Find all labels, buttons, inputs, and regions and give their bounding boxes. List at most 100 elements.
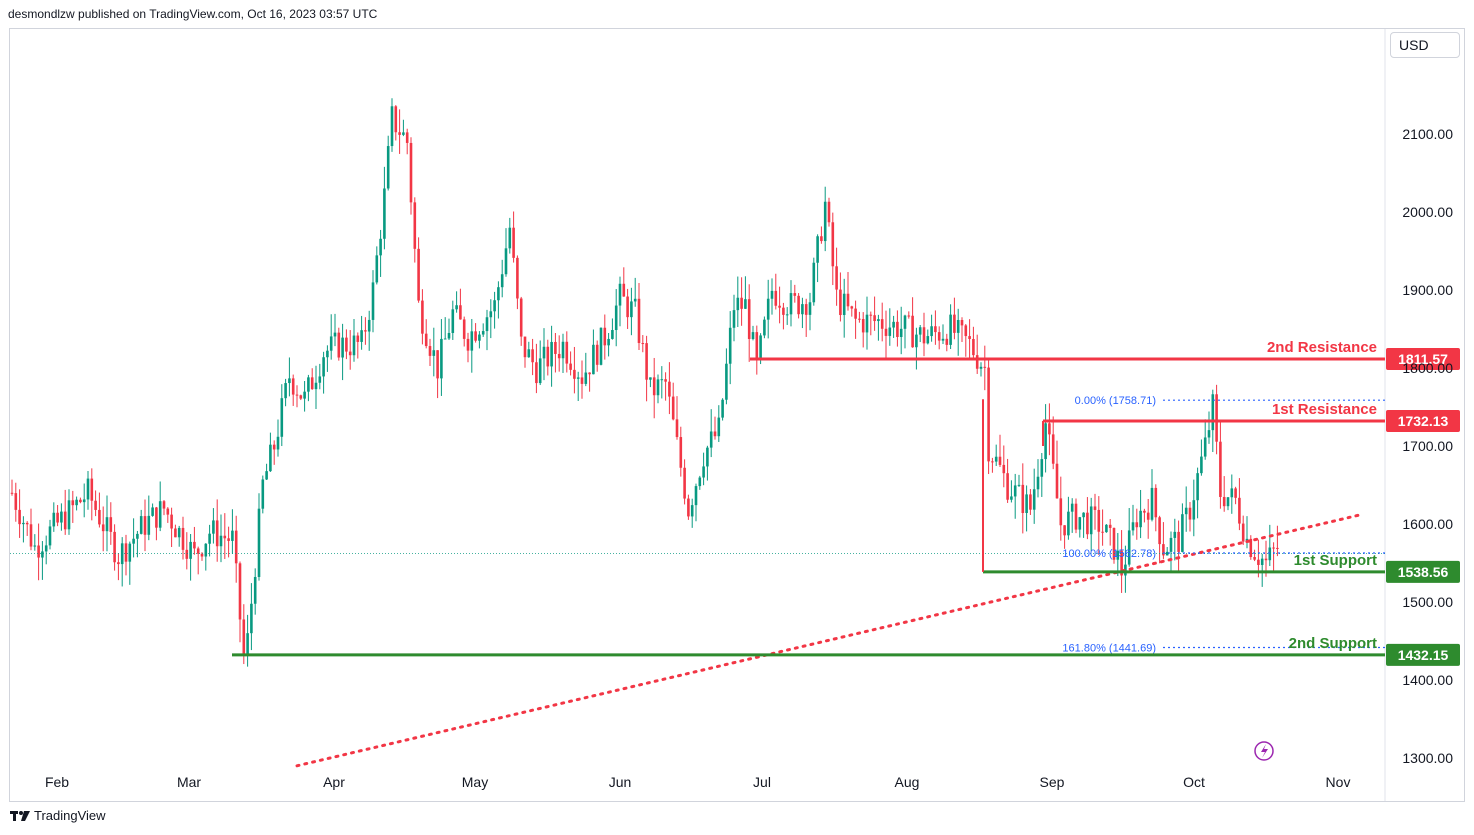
candle-body	[717, 417, 721, 437]
candle-body	[778, 305, 781, 308]
candle-body	[329, 336, 333, 351]
candle-body	[120, 543, 124, 565]
candle-body	[212, 520, 215, 534]
candle-body	[443, 338, 447, 340]
candle-body	[364, 330, 367, 332]
price-axis: 1300.00 1400.00 1500.00 1600.00 1700.00 1800.…	[1402, 126, 1453, 766]
candle-body	[272, 444, 276, 450]
candle-body	[432, 350, 436, 356]
candle-body	[557, 353, 561, 359]
candle-body	[1044, 423, 1047, 460]
first-resistance-price-value: 1732.13	[1398, 413, 1449, 429]
candle-body	[474, 331, 477, 341]
candle-body	[660, 379, 664, 381]
candle-body	[873, 315, 876, 322]
candle-body	[56, 512, 59, 523]
first-support-name: 1st Support	[1294, 552, 1377, 569]
y-tick-label: 1700.00	[1402, 438, 1453, 454]
candle-body	[641, 343, 645, 345]
candle-body	[774, 290, 778, 306]
candle-body	[60, 511, 63, 523]
candle-body	[105, 517, 109, 532]
candle-body	[280, 398, 284, 437]
candle-body	[398, 132, 401, 135]
candle-body	[1169, 537, 1173, 552]
candle-body	[409, 142, 413, 203]
candle-body	[223, 535, 227, 539]
candle-body	[143, 516, 147, 535]
candle-body	[956, 319, 960, 333]
candle-body	[291, 378, 295, 395]
candle-body	[208, 533, 211, 544]
candle-body	[903, 315, 907, 329]
chart-frame	[9, 28, 1465, 802]
candle-body	[493, 300, 496, 312]
candle-body	[896, 321, 899, 337]
candle-body	[147, 515, 151, 535]
candle-body	[284, 383, 287, 399]
candle-body	[1120, 550, 1123, 576]
candle-body	[48, 526, 52, 546]
candle-body	[1040, 459, 1044, 477]
candle-body	[67, 500, 71, 530]
candle-body	[367, 319, 371, 332]
x-tick-label: Apr	[323, 774, 345, 790]
candle-body	[972, 338, 975, 356]
candle-body	[1241, 523, 1245, 542]
candle-body	[937, 332, 941, 341]
candle-body	[1013, 485, 1017, 497]
candle-body	[880, 319, 884, 329]
candle-body	[736, 297, 740, 311]
candle-body	[975, 355, 979, 369]
candle-body	[573, 369, 576, 379]
candle-body	[242, 619, 246, 655]
candle-body	[1070, 503, 1074, 512]
currency-selector[interactable]: USD	[1390, 32, 1460, 58]
candle-body	[991, 461, 994, 463]
candle-body	[1272, 547, 1275, 549]
replay-icon[interactable]	[1254, 741, 1274, 761]
candle-body	[462, 319, 466, 339]
candle-body	[865, 314, 869, 333]
candle-body	[820, 236, 823, 242]
x-tick-label: May	[462, 774, 488, 790]
candle-body	[288, 378, 291, 384]
candle-body	[839, 289, 842, 316]
fib-label: 0.00% (1758.71)	[1075, 395, 1156, 407]
candle-body	[1127, 530, 1131, 565]
candle-body	[22, 522, 25, 525]
candle-body	[25, 522, 29, 525]
candle-body	[1097, 509, 1101, 532]
candle-body	[968, 336, 971, 339]
first-resistance-name: 1st Resistance	[1272, 401, 1377, 418]
candle-body	[356, 335, 360, 342]
candle-body	[44, 545, 48, 552]
candle-body	[698, 477, 702, 487]
candle-body	[983, 366, 987, 368]
candle-body	[816, 236, 819, 263]
candle-body	[193, 541, 196, 549]
candle-body	[90, 478, 94, 501]
candle-body	[375, 255, 379, 283]
candle-body	[326, 350, 329, 358]
candle-body	[459, 305, 462, 320]
candle-body	[808, 302, 812, 315]
candle-body	[1158, 517, 1161, 545]
candle-body	[687, 498, 690, 517]
candle-body	[136, 533, 139, 539]
candle-body	[823, 201, 827, 242]
candle-body	[930, 326, 933, 337]
candle-body	[41, 551, 44, 558]
candle-body	[500, 274, 504, 288]
candle-body	[345, 337, 348, 352]
candle-body	[721, 399, 724, 418]
candle-body	[569, 363, 572, 370]
x-tick-label: Nov	[1326, 774, 1351, 790]
candle-body	[949, 314, 952, 345]
footer-brand[interactable]: TradingView	[10, 808, 106, 823]
candle-body	[1086, 512, 1089, 535]
candle-body	[1211, 394, 1215, 431]
candle-body	[580, 377, 584, 384]
candle-body	[101, 524, 105, 532]
